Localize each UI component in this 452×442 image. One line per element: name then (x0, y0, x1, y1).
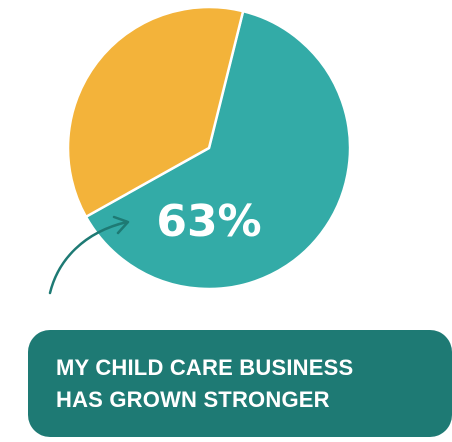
callout-box: MY CHILD CARE BUSINESS HAS GROWN STRONGE… (28, 330, 452, 437)
pie-slices (66, 5, 352, 291)
arrow-shaft (48, 220, 129, 295)
slice-value-label: 63% (156, 196, 261, 247)
callout-arrow (48, 215, 130, 295)
callout-line-2: HAS GROWN STRONGER (56, 387, 330, 412)
pie-chart: 63% (48, 5, 352, 295)
callout-line-1: MY CHILD CARE BUSINESS (56, 355, 354, 380)
pie-slice-1 (66, 5, 245, 219)
pie-slice-0 (84, 9, 352, 291)
arrow-head-icon (112, 215, 130, 235)
